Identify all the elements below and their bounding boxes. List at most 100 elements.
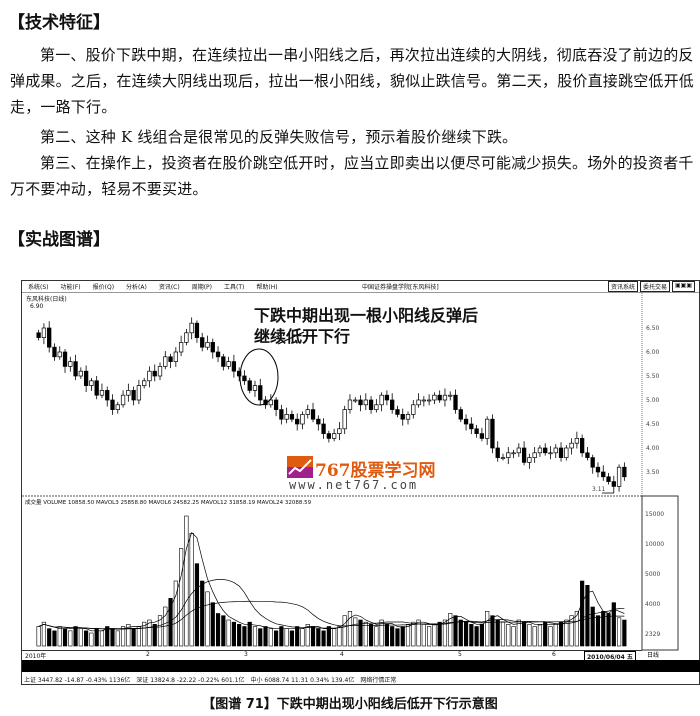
volume-bar bbox=[374, 626, 379, 647]
candle-down bbox=[368, 399, 374, 410]
menu-item[interactable]: 资讯(C) bbox=[158, 284, 180, 291]
candle-down bbox=[279, 409, 284, 420]
volume-bar bbox=[548, 626, 553, 647]
volume-bar bbox=[184, 515, 189, 647]
candle-down bbox=[242, 375, 247, 382]
candle-up bbox=[337, 428, 342, 434]
volume-bar bbox=[522, 621, 527, 647]
status-network: 网络行情正常 bbox=[360, 676, 397, 684]
candle-down bbox=[231, 361, 237, 372]
volume-bar bbox=[574, 611, 579, 647]
volume-bar bbox=[332, 628, 337, 647]
volume-bar bbox=[84, 630, 89, 647]
date-mark: 4 bbox=[340, 651, 344, 658]
volume-bar bbox=[126, 624, 131, 647]
news-system-button[interactable]: 资讯系统 bbox=[607, 281, 638, 292]
candle-down bbox=[611, 481, 616, 487]
candle-up bbox=[527, 457, 532, 463]
candle-up bbox=[347, 399, 353, 410]
candle-up bbox=[41, 327, 47, 338]
candle-up bbox=[532, 452, 537, 458]
volume-bar bbox=[595, 615, 601, 647]
volume-bar bbox=[379, 619, 384, 647]
date-mark: 3 bbox=[244, 651, 248, 658]
watermark-url: www.net767.com bbox=[289, 478, 419, 492]
candle-down bbox=[152, 370, 157, 377]
volume-bar bbox=[252, 626, 258, 647]
menu-item[interactable]: 周期(P) bbox=[191, 284, 213, 291]
candle-down bbox=[47, 327, 52, 348]
volume-bar bbox=[147, 619, 152, 647]
volume-bar bbox=[437, 621, 442, 647]
price-tick: 4.50 bbox=[646, 421, 660, 428]
candle-up bbox=[485, 418, 490, 439]
period-label[interactable]: 日线 bbox=[647, 652, 660, 659]
volume-bar bbox=[405, 624, 411, 647]
candle-up bbox=[226, 361, 231, 367]
status-sme: 中小 6088.74 11.31 0.34% 139.4亿 bbox=[250, 676, 355, 684]
volume-bar bbox=[326, 626, 331, 647]
candle-up bbox=[416, 399, 421, 406]
candle-up bbox=[564, 447, 569, 458]
price-tick: 3.50 bbox=[646, 469, 660, 476]
volume-bar bbox=[532, 626, 537, 647]
candle-up bbox=[421, 399, 426, 402]
candle-down bbox=[289, 414, 295, 420]
menu-item[interactable]: 分析(A) bbox=[126, 284, 147, 291]
menu-item[interactable]: 帮助(H) bbox=[256, 284, 278, 291]
volume-bar bbox=[305, 624, 310, 647]
candle-down bbox=[521, 447, 527, 463]
volume-bar bbox=[368, 624, 374, 647]
candle-up bbox=[142, 380, 147, 386]
volume-bar bbox=[469, 624, 474, 647]
candle-down bbox=[579, 438, 585, 454]
volume-bar bbox=[168, 598, 173, 647]
window-controls-icon[interactable]: ▣▣▣ bbox=[671, 281, 695, 292]
candle-down bbox=[326, 433, 332, 439]
candle-down bbox=[321, 423, 326, 434]
candle-up bbox=[363, 399, 368, 406]
candle-up bbox=[548, 452, 553, 455]
menu-item[interactable]: 系统(S) bbox=[28, 284, 49, 291]
volume-bar bbox=[189, 533, 194, 647]
divider-bar bbox=[22, 660, 700, 672]
candle-down bbox=[237, 370, 242, 377]
volume-bar bbox=[179, 548, 184, 647]
candle-up bbox=[252, 385, 258, 391]
candle-down bbox=[453, 394, 458, 410]
volume-bar bbox=[342, 615, 347, 647]
candle-down bbox=[131, 390, 136, 401]
menu-item[interactable]: 功能(F) bbox=[60, 284, 81, 291]
volume-bar bbox=[210, 602, 215, 647]
candle-down bbox=[479, 433, 485, 439]
candle-down bbox=[458, 409, 463, 420]
candle-down bbox=[194, 322, 200, 338]
volume-bar bbox=[73, 626, 78, 647]
candle-down bbox=[295, 418, 300, 425]
candle-up bbox=[448, 394, 453, 397]
menu-item[interactable]: 报价(Q) bbox=[92, 284, 115, 291]
volume-bar bbox=[300, 628, 305, 647]
volume-bar bbox=[321, 630, 326, 647]
volume-bar bbox=[310, 626, 316, 647]
price-tick: 5.50 bbox=[646, 373, 660, 380]
volume-bar bbox=[215, 613, 221, 647]
volume-tick: 5000 bbox=[645, 571, 661, 578]
candle-up bbox=[178, 342, 184, 353]
volume-bar bbox=[553, 624, 558, 647]
volume-bar bbox=[284, 628, 289, 647]
candle-down bbox=[390, 399, 395, 410]
volume-bar bbox=[490, 615, 495, 647]
volume-bar bbox=[432, 624, 437, 647]
volume-bar bbox=[421, 624, 426, 647]
trade-button[interactable]: 委托交易 bbox=[639, 281, 670, 292]
candle-up bbox=[120, 394, 126, 406]
paragraph-2: 第二、这种 K 线组合是很常见的反弹失败信号，预示着股价继续下跌。 bbox=[40, 128, 518, 146]
volume-bar bbox=[622, 619, 627, 647]
watermark-text: 767股票学习网 bbox=[315, 461, 436, 481]
candle-down bbox=[215, 351, 221, 358]
menu-item[interactable]: 工具(T) bbox=[224, 284, 245, 291]
annotation-line: 继续低开下行 bbox=[254, 327, 351, 346]
volume-bar bbox=[231, 621, 236, 647]
volume-bar bbox=[200, 580, 205, 647]
